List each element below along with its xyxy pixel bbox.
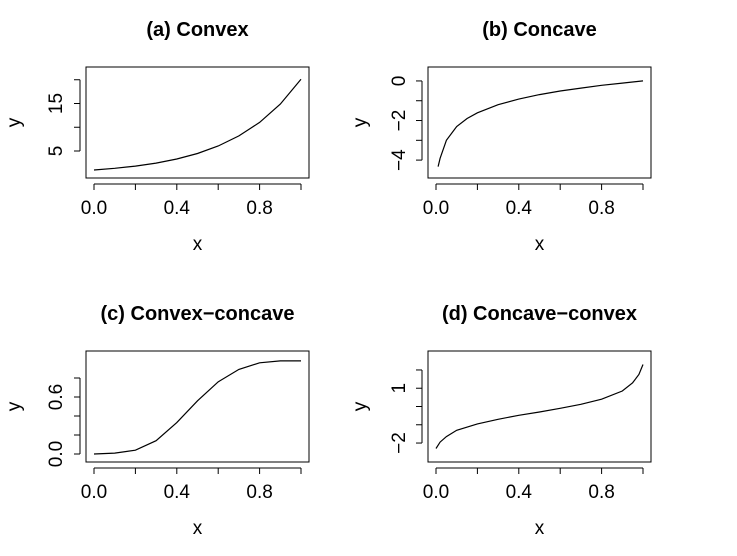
plot-frame bbox=[85, 350, 310, 463]
x-tick-label: 0.0 bbox=[423, 198, 449, 219]
panel-title: (d) Concave−convex bbox=[442, 303, 637, 325]
y-tick-label: 5 bbox=[46, 146, 67, 157]
x-tick-label: 0.8 bbox=[588, 198, 614, 219]
x-tick-label: 0.0 bbox=[81, 482, 107, 503]
y-axis: 5 15 y bbox=[4, 79, 81, 157]
plot-frame bbox=[427, 350, 652, 463]
x-tick-label: 0.0 bbox=[81, 198, 107, 219]
panel-title: (b) Concave bbox=[482, 19, 596, 41]
y-tick-label: 0 bbox=[389, 76, 410, 87]
y-axis-label: y bbox=[350, 117, 371, 127]
series-line bbox=[93, 78, 302, 171]
y-tick-label: −2 bbox=[389, 110, 410, 132]
x-axis-label: x bbox=[193, 234, 203, 255]
series-line bbox=[437, 80, 644, 167]
x-axis: 0.0 0.4 0.8 x bbox=[81, 467, 302, 539]
x-tick-label: 0.8 bbox=[246, 198, 272, 219]
plot-frame bbox=[427, 66, 652, 179]
x-tick-label: 0.4 bbox=[506, 482, 533, 503]
panel-3: (c) Convex−concave 0.0 0.4 0.8 x 0.0 0.6 y bbox=[4, 303, 310, 539]
series-line bbox=[93, 360, 301, 455]
panel-title: (a) Convex bbox=[146, 19, 248, 41]
series-line bbox=[435, 364, 644, 449]
y-axis: −4 −2 0 y bbox=[350, 76, 423, 171]
x-tick-label: 0.4 bbox=[506, 198, 533, 219]
x-tick-label: 0.4 bbox=[164, 482, 191, 503]
x-axis-label: x bbox=[193, 518, 203, 539]
x-axis: 0.0 0.4 0.8 x bbox=[423, 467, 644, 539]
x-tick-label: 0.0 bbox=[423, 482, 449, 503]
panel-1: (a) Convex 0.0 0.4 0.8 x 5 15 y bbox=[4, 19, 310, 255]
y-tick-label: 1 bbox=[389, 383, 410, 394]
y-axis: −2 1 y bbox=[350, 369, 423, 454]
y-tick-label: −2 bbox=[389, 432, 410, 454]
panel-2: (b) Concave 0.0 0.4 0.8 x −4 −2 0 y bbox=[350, 19, 652, 255]
panel-4: (d) Concave−convex 0.0 0.4 0.8 x −2 1 y bbox=[350, 303, 652, 539]
panel-title: (c) Convex−concave bbox=[101, 303, 295, 325]
y-axis: 0.0 0.6 y bbox=[4, 377, 81, 467]
y-tick-label: 15 bbox=[46, 93, 67, 114]
y-tick-label: −4 bbox=[389, 149, 410, 171]
x-axis-label: x bbox=[535, 518, 545, 539]
y-tick-label: 0.6 bbox=[46, 384, 67, 410]
y-axis-label: y bbox=[4, 401, 25, 411]
y-axis-label: y bbox=[350, 401, 371, 411]
plot-frame bbox=[85, 66, 310, 179]
x-axis-label: x bbox=[535, 234, 545, 255]
x-tick-label: 0.8 bbox=[246, 482, 272, 503]
x-tick-label: 0.4 bbox=[164, 198, 191, 219]
x-axis: 0.0 0.4 0.8 x bbox=[423, 183, 644, 255]
x-axis: 0.0 0.4 0.8 x bbox=[81, 183, 302, 255]
y-axis-label: y bbox=[4, 117, 25, 127]
x-tick-label: 0.8 bbox=[588, 482, 614, 503]
y-tick-label: 0.0 bbox=[46, 441, 67, 467]
